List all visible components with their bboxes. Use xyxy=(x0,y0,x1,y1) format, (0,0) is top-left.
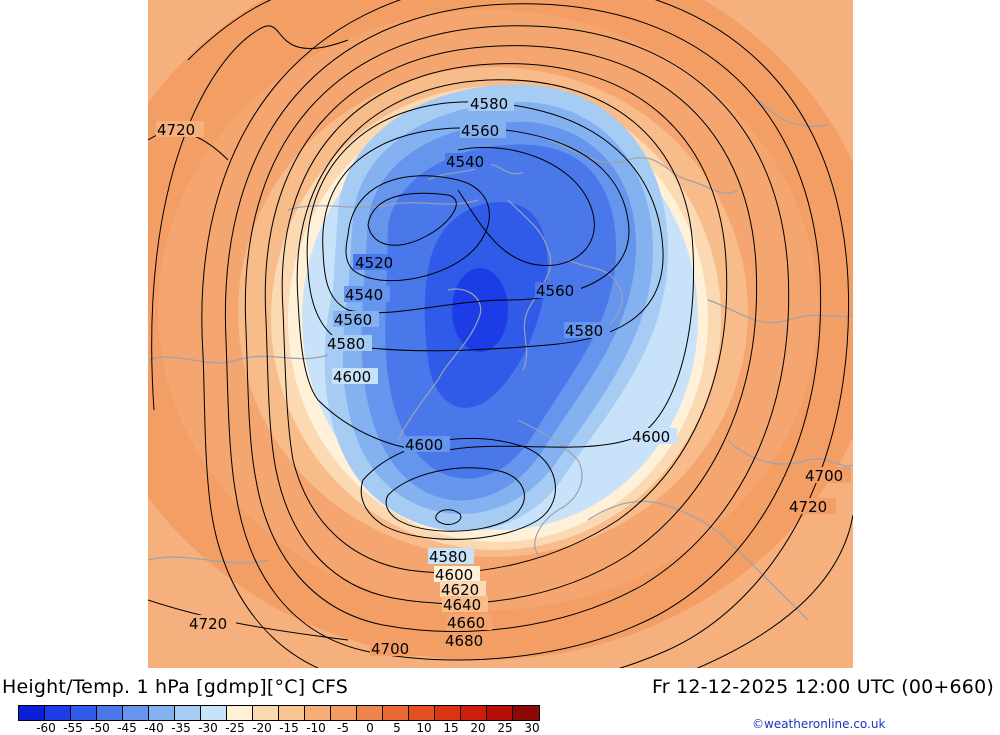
contour-label-4720-southwest: 4720 xyxy=(189,615,227,633)
contour-label-4640: 4640 xyxy=(443,596,481,614)
credit-link[interactable]: ©weatheronline.co.uk xyxy=(752,717,886,731)
colorbar-tick-label: 30 xyxy=(524,721,540,735)
colorbar-swatch xyxy=(487,706,513,720)
colorbar-tick-label: 10 xyxy=(416,721,432,735)
colorbar-tick-label: -40 xyxy=(144,721,164,735)
contour-label-4540-west: 4540 xyxy=(345,286,383,304)
contour-label-4680: 4680 xyxy=(445,632,483,650)
contour-label-4520: 4520 xyxy=(355,254,393,272)
colorbar-swatch xyxy=(513,706,539,720)
colorbar-tick-label: -5 xyxy=(337,721,349,735)
colorbar-swatch xyxy=(175,706,201,720)
contour-4520 xyxy=(367,192,457,246)
colorbar-swatch xyxy=(201,706,227,720)
colorbar-swatch xyxy=(71,706,97,720)
contour-labels: 4580 4560 4540 4520 4540 4560 4580 4600 … xyxy=(156,95,851,658)
contour-4660 xyxy=(244,25,790,632)
contour-4720 xyxy=(148,25,853,668)
contour-label-4720-east: 4720 xyxy=(789,498,827,516)
contour-label-4700-south: 4700 xyxy=(371,640,409,658)
contour-label-4580-north: 4580 xyxy=(470,95,508,113)
contour-label-4580-west: 4580 xyxy=(327,335,365,353)
contour-label-4560-west: 4560 xyxy=(334,311,372,329)
colorbar-tick-label: 0 xyxy=(366,721,374,735)
contour-4680 xyxy=(224,3,822,661)
contour-label-4600-center: 4600 xyxy=(405,436,443,454)
contour-label-4700-east: 4700 xyxy=(805,467,843,485)
height-temperature-map: 4580 4560 4540 4520 4540 4560 4580 4600 … xyxy=(148,0,853,668)
map-title: Height/Temp. 1 hPa [gdmp][°C] CFS xyxy=(2,676,349,698)
contour-label-4600-south: 4600 xyxy=(435,566,473,584)
contour-label-4720-northwest: 4720 xyxy=(157,121,195,139)
colorbar-tick-label: -15 xyxy=(279,721,299,735)
colorbar-swatch xyxy=(45,706,71,720)
colorbar-swatch xyxy=(97,706,123,720)
contour-4540-a xyxy=(345,175,490,282)
colorbar-swatch xyxy=(19,706,45,720)
colorbar-tick-label: 15 xyxy=(443,721,459,735)
contour-4540-b xyxy=(457,146,595,267)
contour-4600 xyxy=(296,79,695,452)
contour-label-4560-east: 4560 xyxy=(536,282,574,300)
contour-4720-top xyxy=(187,0,272,61)
colorbar-tick-label: 5 xyxy=(393,721,401,735)
colorbar-tick-label: -55 xyxy=(63,721,83,735)
contour-4640 xyxy=(264,45,758,605)
colorbar-tick-label: -10 xyxy=(306,721,326,735)
contour-4560-south xyxy=(435,509,462,525)
colorbar-tick-label: -50 xyxy=(90,721,110,735)
colorbar-tick-label: 20 xyxy=(470,721,486,735)
colorbar-swatch xyxy=(461,706,487,720)
colorbar-swatch xyxy=(305,706,331,720)
contour-4580-south xyxy=(385,467,525,532)
colorbar-tick-labels: -60 -55 -50 -45 -40 -35 -30 -25 -20 -15 -10 -5 0 5 10 1… xyxy=(18,721,578,735)
valid-time: Fr 12-12-2025 12:00 UTC (00+660) xyxy=(652,676,994,698)
colorbar-swatch xyxy=(409,706,435,720)
contour-label-4560-north: 4560 xyxy=(461,122,499,140)
colorbar-swatch xyxy=(331,706,357,720)
contour-label-4660: 4660 xyxy=(447,614,485,632)
contour-4700 xyxy=(201,0,850,668)
map-panel: 4580 4560 4540 4520 4540 4560 4580 4600 … xyxy=(148,0,853,668)
contour-label-4620: 4620 xyxy=(441,581,479,599)
colorbar-swatch xyxy=(357,706,383,720)
colorbar-tick-label: -35 xyxy=(171,721,191,735)
colorbar-tick-label: -25 xyxy=(225,721,245,735)
colorbar-swatch xyxy=(253,706,279,720)
colorbar-tick-label: -60 xyxy=(36,721,56,735)
contour-label-4540-north: 4540 xyxy=(446,153,484,171)
colorbar-tick-label: 25 xyxy=(497,721,513,735)
contour-label-4600-east: 4600 xyxy=(632,428,670,446)
colorbar-tick-label: -20 xyxy=(252,721,272,735)
contour-label-4600-west: 4600 xyxy=(333,368,371,386)
colorbar-tick-label: -45 xyxy=(117,721,137,735)
colorbar-swatch xyxy=(435,706,461,720)
colorbar-swatch xyxy=(227,706,253,720)
temperature-colorbar xyxy=(18,705,540,721)
colorbar-swatch xyxy=(383,706,409,720)
contour-label-4580-south: 4580 xyxy=(429,548,467,566)
contour-label-4580-east: 4580 xyxy=(565,322,603,340)
colorbar-tick-label: -30 xyxy=(198,721,218,735)
colorbar-swatch xyxy=(279,706,305,720)
contour-4620 xyxy=(281,63,728,574)
colorbar-swatch xyxy=(123,706,149,720)
shading-coldest-spot xyxy=(452,268,508,352)
colorbar-swatch xyxy=(149,706,175,720)
